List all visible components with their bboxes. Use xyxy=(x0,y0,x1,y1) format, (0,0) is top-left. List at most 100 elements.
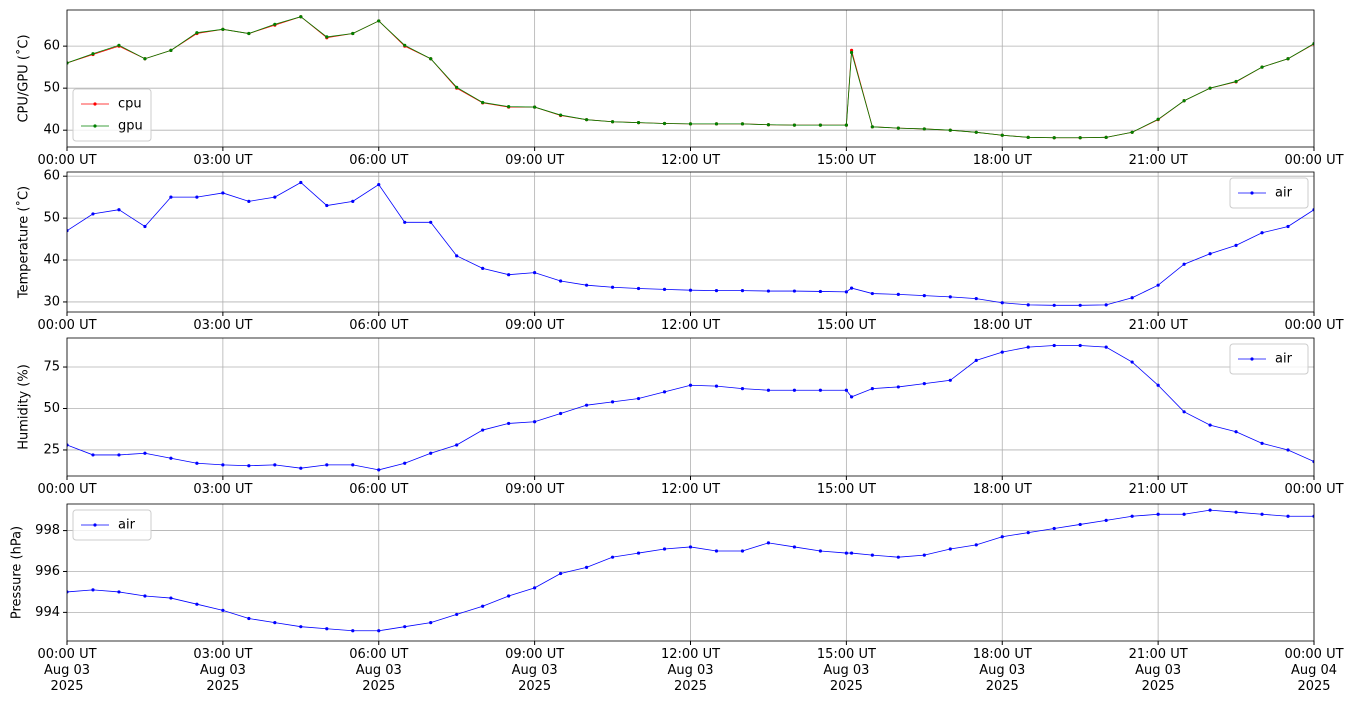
data-point xyxy=(610,555,615,559)
x-tick-label: 09:00 UT Aug 03 2025 xyxy=(505,647,565,694)
x-tick-label: 00:00 UT Aug 03 2025 xyxy=(37,647,97,694)
data-point xyxy=(533,586,537,590)
data-point xyxy=(1156,512,1160,516)
data-point xyxy=(766,541,771,545)
data-point xyxy=(792,388,797,392)
data-point xyxy=(1130,296,1134,300)
data-point xyxy=(325,203,329,208)
x-tick-label: 00:00 UT xyxy=(1284,318,1344,333)
data-point xyxy=(273,22,277,26)
plot-area xyxy=(67,508,1314,633)
data-point xyxy=(922,382,926,386)
data-point xyxy=(247,616,251,621)
legend-label: cpu xyxy=(118,97,142,112)
data-point xyxy=(662,121,667,126)
data-point xyxy=(610,285,615,289)
data-point xyxy=(896,385,900,389)
plot-area xyxy=(67,180,1314,307)
x-tick-label: 21:00 UT Aug 03 2025 xyxy=(1128,647,1188,694)
y-tick-label: 60 xyxy=(43,39,60,54)
data-point xyxy=(1104,303,1108,307)
data-point xyxy=(584,283,589,287)
x-tick-label: 21:00 UT xyxy=(1128,318,1188,333)
data-point xyxy=(714,384,719,388)
data-point xyxy=(117,590,121,594)
data-point xyxy=(429,57,433,61)
data-point xyxy=(143,594,147,598)
legend-label: air xyxy=(118,518,136,533)
y-tick-label: 998 xyxy=(35,523,60,538)
x-tick-label: 09:00 UT xyxy=(505,318,565,333)
y-tick-label: 75 xyxy=(43,360,60,375)
plot-area xyxy=(67,343,1314,472)
data-point xyxy=(740,289,745,293)
data-point xyxy=(688,545,693,549)
legend-marker xyxy=(1250,191,1254,195)
data-point xyxy=(507,273,511,277)
data-point xyxy=(849,551,854,555)
x-tick-label: 06:00 UT xyxy=(349,318,409,333)
data-point xyxy=(143,57,147,61)
x-tick-label: 15:00 UT Aug 03 2025 xyxy=(816,647,876,694)
data-point xyxy=(870,291,874,296)
legend: air xyxy=(1229,177,1309,209)
data-point xyxy=(1000,535,1004,539)
x-tick-label: 06:00 UT xyxy=(349,482,409,497)
data-point xyxy=(1286,224,1290,229)
data-point xyxy=(1286,514,1290,518)
data-point xyxy=(1052,526,1056,531)
data-point xyxy=(1234,430,1238,434)
data-point xyxy=(195,461,199,465)
data-point xyxy=(91,453,95,457)
data-point xyxy=(507,594,511,598)
axes-frame xyxy=(66,9,1315,148)
data-point xyxy=(974,543,978,547)
data-point xyxy=(351,31,355,36)
y-axis-label: Pressure (hPa) xyxy=(10,526,25,619)
data-point xyxy=(714,122,719,126)
x-tick-label: 18:00 UT Aug 03 2025 xyxy=(972,647,1032,694)
data-point xyxy=(1130,130,1134,134)
data-point xyxy=(273,195,277,199)
data-point xyxy=(143,224,147,229)
y-tick-label: 30 xyxy=(43,294,60,309)
legend-label: gpu xyxy=(118,119,143,134)
data-point xyxy=(974,358,978,362)
legend-box xyxy=(72,88,152,142)
data-point xyxy=(91,52,95,56)
x-tick-label: 18:00 UT xyxy=(972,318,1032,333)
data-point xyxy=(1078,303,1082,307)
data-point xyxy=(1078,136,1082,140)
data-point xyxy=(429,620,433,625)
data-point xyxy=(662,287,667,291)
data-point xyxy=(559,571,563,576)
data-point xyxy=(117,43,121,47)
legend-box xyxy=(72,509,152,541)
series-line xyxy=(67,181,1314,306)
data-point xyxy=(948,128,952,132)
data-point xyxy=(143,451,147,455)
x-tick-label: 00:00 UT xyxy=(1284,482,1344,497)
data-point xyxy=(688,383,693,387)
data-point xyxy=(948,547,952,551)
legend-marker xyxy=(93,124,97,128)
y-axis-label: Humidity (%) xyxy=(17,364,32,450)
data-point xyxy=(636,396,641,401)
data-point xyxy=(169,195,173,199)
legend: air xyxy=(1229,343,1309,375)
data-point xyxy=(299,15,303,19)
data-point xyxy=(377,182,381,187)
data-point xyxy=(559,279,563,283)
data-point xyxy=(792,123,797,127)
data-point xyxy=(351,629,355,633)
data-point xyxy=(117,208,121,212)
data-point xyxy=(922,294,926,298)
data-point xyxy=(1000,350,1004,354)
data-point xyxy=(1286,448,1290,452)
data-point xyxy=(429,451,433,455)
data-point xyxy=(299,180,303,185)
data-point xyxy=(1000,301,1004,305)
x-tick-label: 06:00 UT xyxy=(349,153,409,168)
